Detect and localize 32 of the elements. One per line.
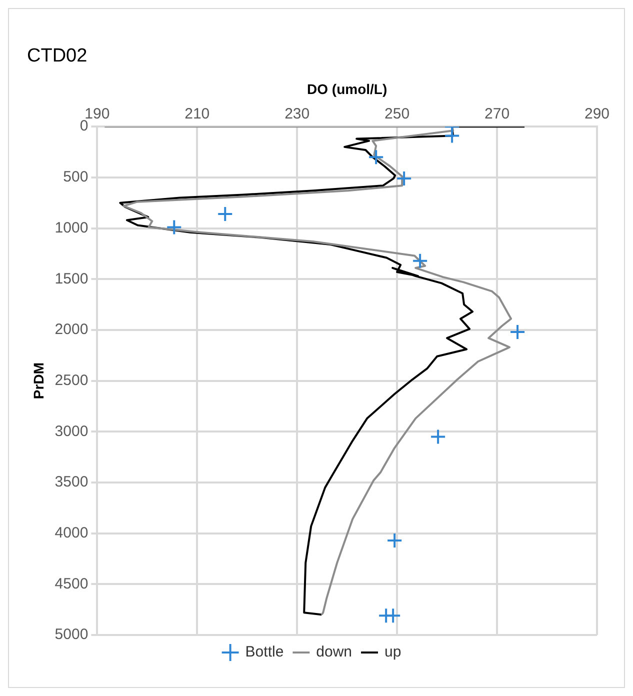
y-tick-label: 2500 — [54, 372, 88, 389]
y-axis-title: PrDM — [30, 362, 46, 400]
legend-label: down — [316, 644, 352, 661]
x-axis-title: DO (umol/L) — [307, 81, 388, 98]
legend-label: Bottle — [245, 644, 284, 661]
point — [412, 252, 428, 269]
y-tick-label: 3000 — [54, 422, 88, 440]
y-tick-label: 4500 — [54, 575, 88, 592]
point — [385, 608, 402, 624]
point — [430, 428, 446, 445]
x-tick-label: 210 — [184, 106, 210, 123]
y-tick-label: 2000 — [54, 321, 88, 338]
x-tick-label: 250 — [384, 106, 410, 123]
y-tick-label: 1000 — [54, 219, 88, 236]
chart-title: CTD02 — [27, 46, 88, 67]
y-tick-label: 500 — [63, 168, 88, 186]
y-tick-label: 4000 — [54, 524, 88, 542]
x-tick-label: 230 — [284, 106, 310, 123]
point — [444, 128, 460, 144]
y-tick-label: 1500 — [54, 270, 88, 288]
y-tick-label: 5000 — [54, 626, 88, 644]
point — [166, 219, 182, 236]
y-tick-label: 0 — [80, 118, 88, 135]
point — [510, 324, 526, 340]
point — [368, 149, 384, 166]
point — [217, 206, 234, 222]
x-tick-label: 270 — [484, 106, 510, 123]
y-tick-label: 3500 — [54, 474, 88, 491]
point — [386, 532, 403, 548]
point — [396, 170, 412, 186]
x-tick-label: 290 — [584, 106, 610, 123]
legend-label: up — [384, 644, 402, 661]
